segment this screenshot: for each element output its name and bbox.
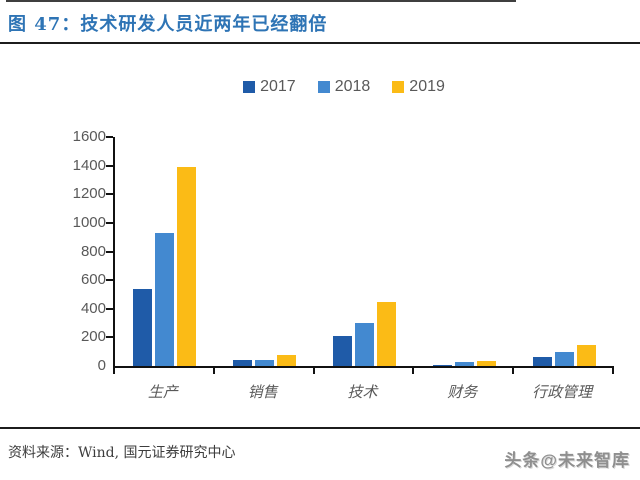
- x-axis-tick-mark: [212, 368, 215, 374]
- legend-swatch-icon: [392, 81, 405, 93]
- bar-2018: [454, 362, 474, 366]
- bar-2018: [155, 232, 175, 366]
- footer-rule: [0, 427, 640, 429]
- y-axis-tick-mark: [106, 250, 113, 253]
- figure-title: 图 47：技术研发人员近两年已经翻倍: [8, 14, 328, 35]
- y-axis-tick-mark: [106, 136, 113, 138]
- bar-2017: [233, 359, 253, 366]
- legend-item-2017: 2017: [243, 78, 296, 96]
- y-axis-tick-label: 400: [80, 299, 106, 317]
- y-axis-tick-label: 1600: [72, 128, 106, 145]
- bar-2018: [354, 323, 374, 366]
- bar-2019: [376, 301, 396, 366]
- x-axis-tick-mark: [312, 368, 315, 374]
- x-axis-tick-mark: [512, 368, 515, 374]
- x-axis-category-label: 销售: [247, 383, 278, 401]
- bar-group-1: [115, 137, 215, 366]
- bar-2017: [133, 288, 153, 366]
- bar-2017: [532, 356, 552, 366]
- y-axis-tick-mark: [106, 336, 113, 339]
- x-axis-tick-mark: [412, 368, 415, 374]
- y-axis-tick-mark: [106, 279, 113, 282]
- x-axis-category-label: 生产: [147, 383, 178, 401]
- bar-group-4: [414, 137, 514, 366]
- bar-2018: [255, 360, 275, 366]
- y-axis-tick-mark: [106, 193, 113, 196]
- bar-group-2: [215, 137, 315, 366]
- legend-label: 2018: [334, 78, 371, 95]
- y-axis-tick-label: 1000: [72, 213, 106, 231]
- watermark: 头条@未来智库: [504, 451, 630, 470]
- bar-2017: [332, 335, 352, 366]
- y-axis-tick-mark: [106, 221, 113, 224]
- x-axis-category-label: 技术: [347, 383, 378, 401]
- top-rule: [6, 0, 516, 2]
- legend-item-2018: 2018: [317, 78, 371, 96]
- bar-group-3: [315, 137, 415, 366]
- bar-2017: [432, 365, 452, 366]
- y-axis-tick-label: 200: [80, 328, 106, 346]
- bar-2019: [277, 355, 297, 366]
- legend-item-2019: 2019: [392, 78, 445, 96]
- x-axis-tick-mark: [612, 368, 614, 374]
- y-axis-tick-mark: [106, 164, 113, 167]
- legend-label: 2019: [409, 78, 445, 95]
- legend-label: 2017: [260, 78, 296, 95]
- bar-2019: [476, 361, 496, 366]
- bar-chart-plot-area: [113, 137, 614, 368]
- legend-swatch-icon: [317, 81, 330, 93]
- y-axis-tick-label: 0: [97, 357, 106, 374]
- bar-2019: [576, 344, 596, 366]
- x-axis-category-label: 财务: [447, 383, 478, 401]
- x-axis-tick-mark: [113, 368, 115, 374]
- y-axis-tick-label: 1400: [72, 156, 106, 174]
- y-axis-tick-label: 800: [80, 242, 106, 260]
- title-underline-rule: [0, 42, 640, 44]
- chart-legend: 2017 2018 2019: [0, 78, 640, 96]
- y-axis-tick-label: 1200: [72, 185, 106, 203]
- y-axis-tick-mark: [106, 307, 113, 310]
- legend-swatch-icon: [243, 81, 256, 93]
- bar-group-5: [514, 137, 614, 366]
- bar-2019: [177, 167, 197, 366]
- bar-2018: [554, 351, 574, 366]
- y-axis-tick-label: 600: [80, 271, 106, 289]
- x-axis-category-label: 行政管理: [532, 383, 593, 401]
- source-note: 资料来源：Wind, 国元证券研究中心: [8, 445, 236, 461]
